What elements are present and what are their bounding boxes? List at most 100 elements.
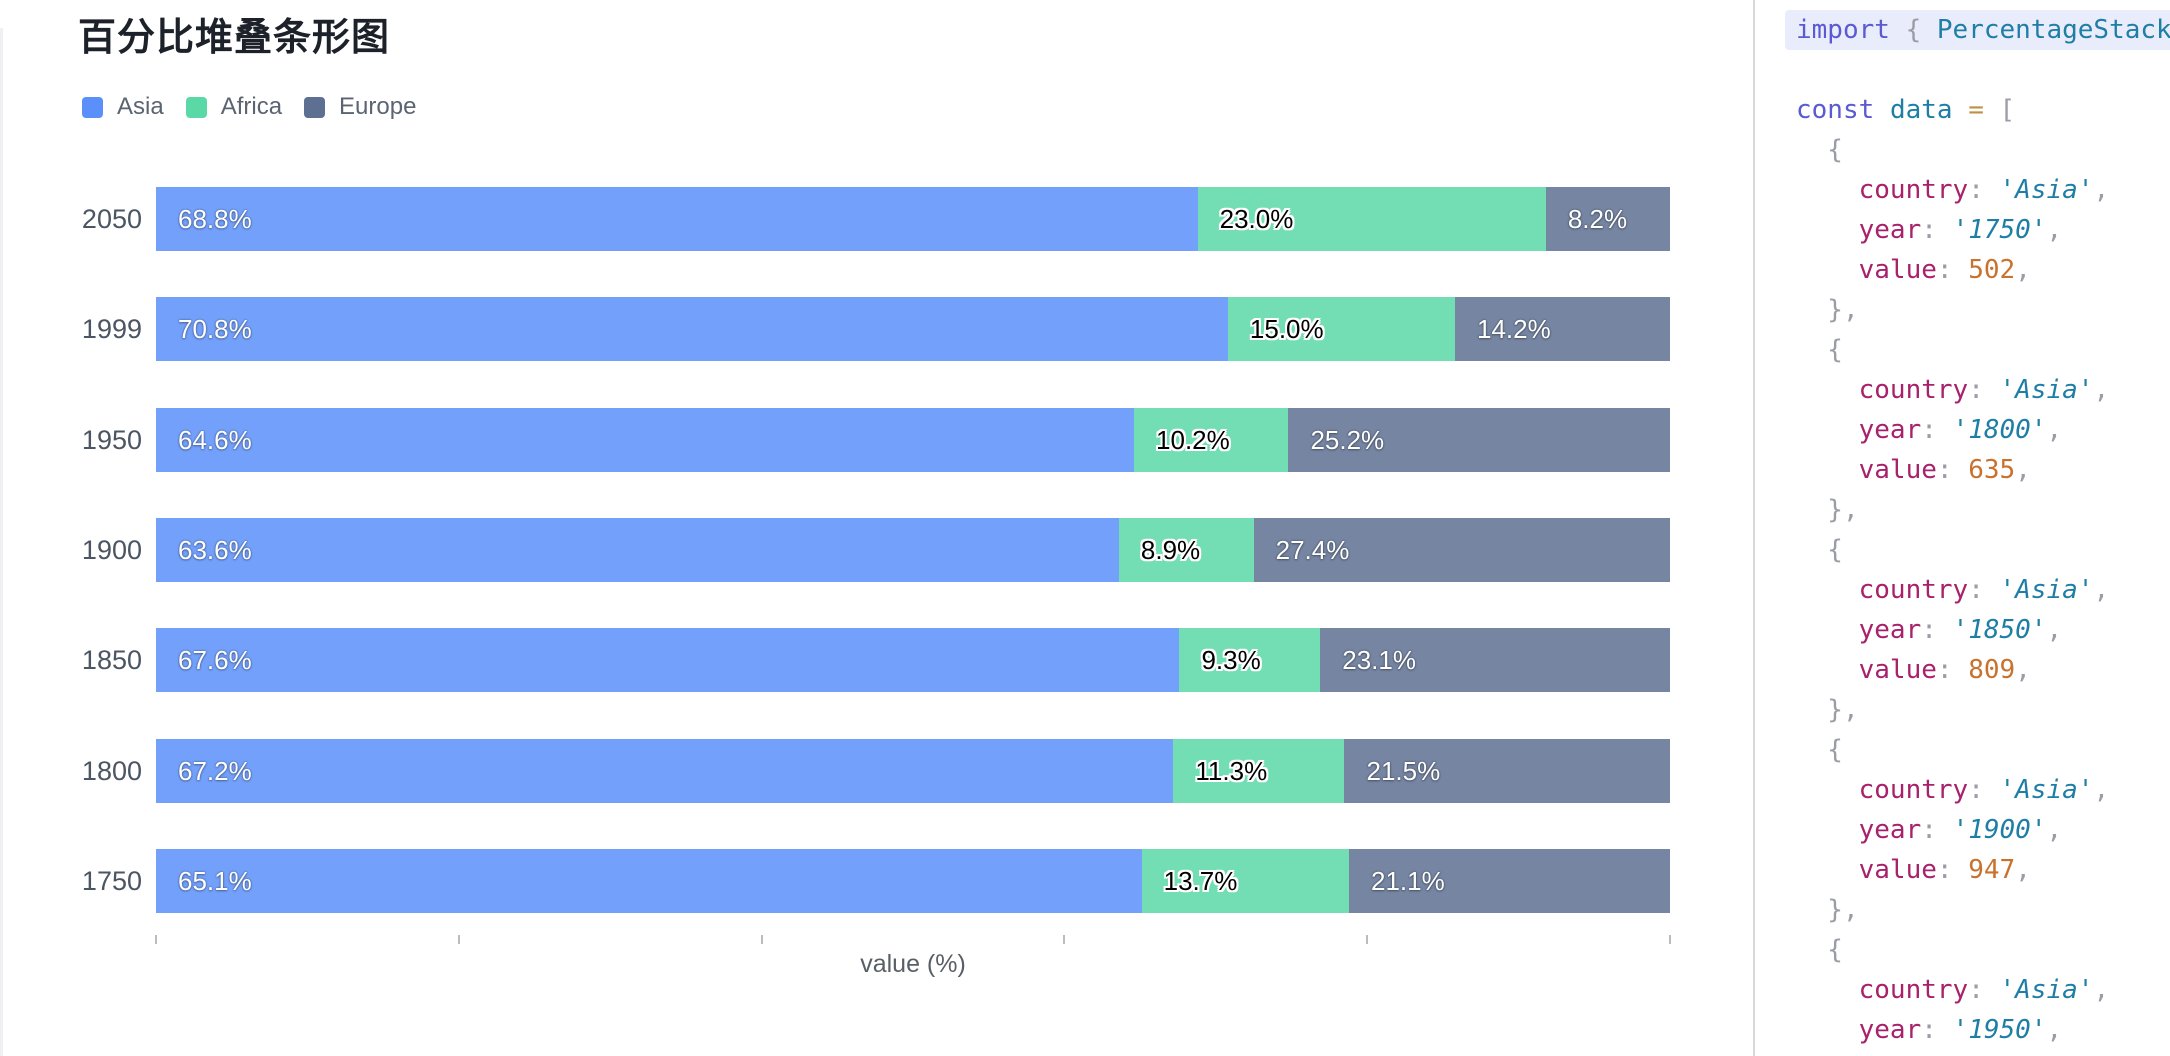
code-line xyxy=(1756,50,2170,90)
code-line: year: '1950', xyxy=(1858,1015,2063,1045)
bar-segment-europe[interactable]: 8.2% xyxy=(1545,187,1670,251)
code-line: const data = [ xyxy=(1796,95,2016,125)
code-line: { xyxy=(1796,535,1843,565)
bar-segment-label: 63.6% xyxy=(178,535,252,565)
bar-segment-africa[interactable]: 13.7% xyxy=(1141,849,1350,913)
x-axis-tick xyxy=(1063,935,1066,944)
bar-segment-label: 21.1% xyxy=(1371,866,1445,896)
legend-item-europe[interactable]: Europe xyxy=(304,93,416,121)
x-axis-tick xyxy=(457,935,460,944)
x-axis-tick xyxy=(1366,935,1369,944)
code-line: }, xyxy=(1796,895,1859,925)
code-line: value: 947, xyxy=(1858,855,2031,885)
code-line: { xyxy=(1796,135,1843,165)
code-line: { xyxy=(1796,935,1843,965)
code-line: country: 'Asia', xyxy=(1858,775,2110,805)
bar-segment-label: 15.0% xyxy=(1249,314,1324,344)
bar-segment-asia[interactable]: 67.6% xyxy=(156,628,1180,692)
x-axis-title: value (%) xyxy=(860,950,966,978)
bar-segment-europe[interactable]: 21.5% xyxy=(1344,739,1670,803)
bar-segment-asia[interactable]: 64.6% xyxy=(156,408,1135,472)
bar-row-1850: 1850 67.6% 9.3% 23.1% xyxy=(0,628,1670,692)
bar-segment-asia[interactable]: 65.1% xyxy=(156,849,1142,913)
code-line: }, xyxy=(1796,295,1859,325)
bar-segment-asia[interactable]: 68.8% xyxy=(156,187,1198,251)
bar-track: 70.8% 15.0% 14.2% xyxy=(156,297,1670,361)
bar-track: 68.8% 23.0% 8.2% xyxy=(156,187,1670,251)
bar-segment-africa[interactable]: 8.9% xyxy=(1118,518,1254,582)
code-line: value: 809, xyxy=(1858,655,2031,685)
y-axis-label: 1850 xyxy=(81,645,142,675)
bar-segment-label: 64.6% xyxy=(178,425,252,455)
bar-segment-asia[interactable]: 70.8% xyxy=(156,297,1228,361)
bar-segment-label: 25.2% xyxy=(1310,425,1385,455)
code-line: country: 'Asia', xyxy=(1858,375,2110,405)
percentage-stacked-bar-chart: 百分比堆叠条形图 Asia Africa Europe 2050 68.8% 23.0%… xyxy=(0,17,1671,978)
code-line-highlighted: import { PercentageStack xyxy=(1785,10,2170,50)
bar-segment-label: 23.1% xyxy=(1342,645,1416,675)
legend-swatch-icon xyxy=(185,96,207,118)
bar-row-1800: 1800 67.2% 11.3% 21.5% xyxy=(0,739,1670,803)
bar-segment-label: 65.1% xyxy=(178,866,252,896)
bar-segment-label: 23.0% xyxy=(1219,204,1294,234)
code-line: value: 635, xyxy=(1858,455,2031,485)
y-axis-label: 1800 xyxy=(81,756,142,786)
legend-swatch-icon xyxy=(304,96,326,118)
bar-segment-africa[interactable]: 15.0% xyxy=(1227,297,1455,361)
bar-segment-label: 13.7% xyxy=(1163,866,1238,896)
bar-segment-label: 8.9% xyxy=(1140,535,1201,565)
code-line: }, xyxy=(1796,495,1859,525)
code-line: country: 'Asia', xyxy=(1858,175,2110,205)
bar-row-1950: 1950 64.6% 10.2% 25.2% xyxy=(0,408,1670,472)
x-axis-tick xyxy=(760,935,763,944)
code-line: value: 502, xyxy=(1858,255,2031,285)
legend-item-asia[interactable]: Asia xyxy=(82,93,164,121)
bar-segment-asia[interactable]: 63.6% xyxy=(156,518,1119,582)
y-axis-label: 1950 xyxy=(81,425,142,455)
bar-segment-europe[interactable]: 23.1% xyxy=(1320,628,1670,692)
bar-segment-europe[interactable]: 21.1% xyxy=(1349,849,1670,913)
bar-segment-label: 68.8% xyxy=(178,204,252,234)
legend: Asia Africa Europe xyxy=(82,93,416,121)
bar-row-1750: 1750 65.1% 13.7% 21.1% xyxy=(0,849,1670,913)
y-axis-label: 1999 xyxy=(81,314,142,344)
x-axis-tick xyxy=(1669,935,1671,944)
bar-track: 65.1% 13.7% 21.1% xyxy=(156,849,1670,913)
legend-swatch-icon xyxy=(82,96,103,118)
bar-segment-label: 21.5% xyxy=(1366,756,1441,786)
code-panel[interactable]: import { PercentageStack const data = [ {… xyxy=(1756,0,2170,1056)
legend-item-africa[interactable]: Africa xyxy=(185,93,283,121)
bar-segment-label: 67.2% xyxy=(178,756,252,786)
bar-segment-europe[interactable]: 14.2% xyxy=(1455,297,1670,361)
bar-segment-label: 67.6% xyxy=(178,645,252,675)
code-line: }, xyxy=(1796,695,1859,725)
code-line: year: '1850', xyxy=(1858,615,2063,645)
bar-segment-label: 70.8% xyxy=(178,314,252,344)
bar-segment-europe[interactable]: 25.2% xyxy=(1288,408,1670,472)
window-left-edge xyxy=(0,28,3,1056)
legend-label: Africa xyxy=(220,93,283,120)
bar-track: 67.2% 11.3% 21.5% xyxy=(156,739,1670,803)
bar-track: 64.6% 10.2% 25.2% xyxy=(156,408,1670,472)
bar-segment-label: 27.4% xyxy=(1275,535,1350,565)
code-line: country: 'Asia', xyxy=(1858,575,2110,605)
bar-segment-africa[interactable]: 9.3% xyxy=(1179,628,1321,692)
bar-segment-africa[interactable]: 23.0% xyxy=(1197,187,1546,251)
y-axis-label: 2050 xyxy=(81,204,142,234)
bar-segment-africa[interactable]: 11.3% xyxy=(1173,739,1345,803)
bar-segment-africa[interactable]: 10.2% xyxy=(1134,408,1289,472)
code-line: year: '1800', xyxy=(1858,415,2063,445)
bar-segment-europe[interactable]: 27.4% xyxy=(1253,518,1670,582)
y-axis-label: 1750 xyxy=(81,866,142,896)
y-axis-label: 1900 xyxy=(81,535,142,565)
code-line: country: 'Asia', xyxy=(1858,975,2110,1005)
bar-row-1900: 1900 63.6% 8.9% 27.4% xyxy=(0,518,1670,582)
bar-segment-label: 14.2% xyxy=(1477,314,1551,344)
bar-segment-asia[interactable]: 67.2% xyxy=(156,739,1174,803)
bar-segment-label: 11.3% xyxy=(1195,756,1268,786)
code-line: { xyxy=(1796,735,1843,765)
bar-segment-label: 9.3% xyxy=(1201,645,1261,675)
bar-track: 67.6% 9.3% 23.1% xyxy=(156,628,1670,692)
chart-title: 百分比堆叠条形图 xyxy=(78,17,391,59)
code-line: year: '1900', xyxy=(1858,815,2063,845)
